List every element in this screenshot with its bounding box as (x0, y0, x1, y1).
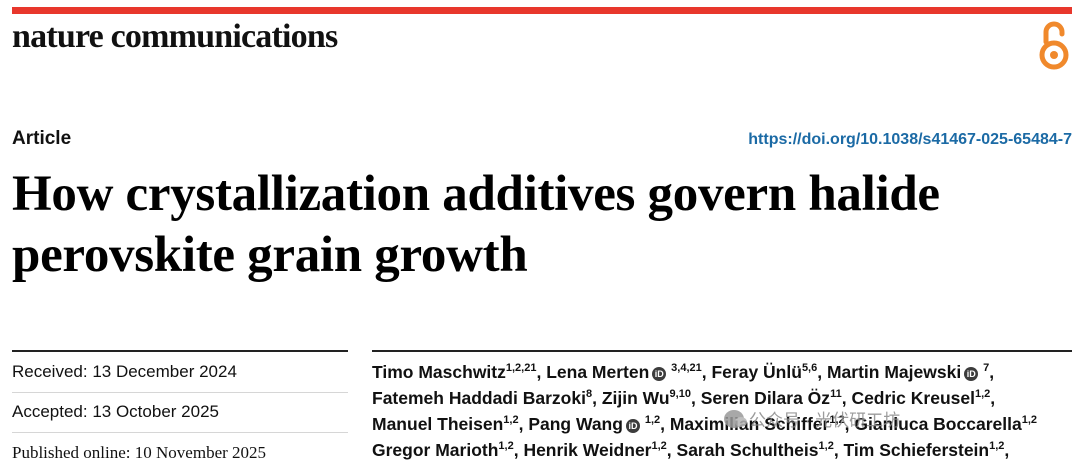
author-name[interactable]: Sarah Schultheis1,2 (676, 440, 834, 460)
author-name[interactable]: Tim Schieferstein1,2 (843, 440, 1005, 460)
published-date: Published online: 10 November 2025 (12, 443, 267, 462)
author-name[interactable]: Cedric Kreusel1,2 (851, 388, 991, 408)
accepted-date: Accepted: 13 October 2025 (12, 402, 219, 421)
title-line-1: How crystallization additives govern hal… (12, 166, 940, 222)
brand-bar (12, 7, 1072, 14)
meta-separator (12, 392, 348, 393)
author-line: Gregor Marioth1,2, Henrik Weidner1,2, Sa… (372, 440, 1010, 460)
wechat-icon (724, 409, 747, 428)
author-name[interactable]: Henrik Weidner1,2 (523, 440, 667, 460)
article-title: How crystallization additives govern hal… (12, 164, 1072, 286)
author-name[interactable]: Lena Merten iD 3,4,21 (546, 362, 702, 382)
author-list: Timo Maschwitz1,2,21, Lena Merten iD 3,4,… (372, 359, 1072, 463)
orcid-icon[interactable]: iD (625, 419, 640, 433)
meta-separator (12, 432, 348, 433)
author-name[interactable]: Feray Ünlü5,6 (711, 362, 818, 382)
author-name[interactable]: Gregor Marioth1,2 (372, 440, 514, 460)
author-name[interactable]: Pang Wang iD 1,2 (528, 414, 661, 434)
watermark: 公众号 · 光伏研工坊 (724, 406, 900, 431)
journal-name[interactable]: nature communications (12, 18, 338, 55)
authors-divider (372, 350, 1072, 352)
author-name[interactable]: Martin Majewski iD 7 (826, 362, 990, 382)
dates-divider (12, 350, 348, 352)
author-name[interactable]: Gianluca Boccarella1,2 (854, 414, 1037, 434)
author-line: Timo Maschwitz1,2,21, Lena Merten iD 3,4,… (372, 362, 995, 382)
article-type: Article (12, 128, 72, 149)
watermark-text: 公众号 · 光伏研工坊 (749, 411, 901, 430)
author-name[interactable]: Fatemeh Haddadi Barzoki8 (372, 388, 593, 408)
open-access-icon (1039, 21, 1069, 70)
doi-link[interactable]: https://doi.org/10.1038/s41467-025-65484… (748, 131, 1072, 148)
orcid-icon[interactable]: iD (652, 367, 667, 381)
author-line: Fatemeh Haddadi Barzoki8, Zijin Wu9,10, … (372, 388, 996, 408)
title-line-2: perovskite grain growth (12, 227, 528, 283)
orcid-icon[interactable]: iD (964, 367, 979, 381)
author-name[interactable]: Maximilian Schiffer1,2 (669, 414, 845, 434)
author-name[interactable]: Seren Dilara Öz11 (700, 388, 842, 408)
author-name[interactable]: Manuel Theisen1,2 (372, 414, 519, 434)
received-date: Received: 13 December 2024 (12, 362, 237, 381)
author-line: Manuel Theisen1,2, Pang Wang iD 1,2, Maxi… (372, 414, 1037, 434)
author-name[interactable]: Timo Maschwitz1,2,21 (372, 362, 537, 382)
author-name[interactable]: Zijin Wu9,10 (601, 388, 691, 408)
